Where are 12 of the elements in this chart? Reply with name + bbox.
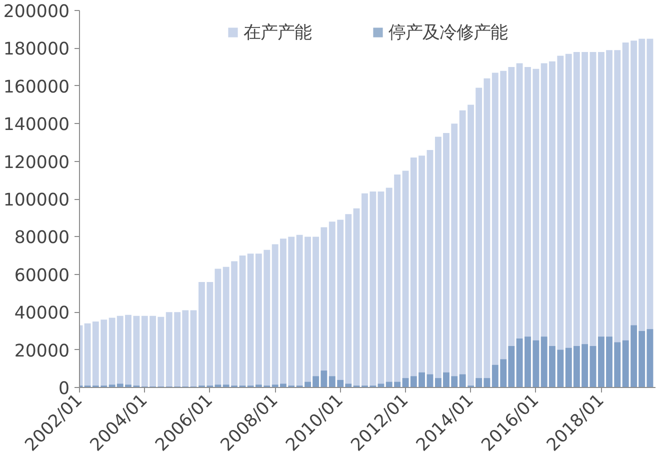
y-tick-label: 140000 (3, 115, 70, 136)
y-tick-label: 120000 (3, 152, 70, 173)
y-tick-label: 40000 (14, 304, 70, 324)
y-tick-label: 100000 (3, 190, 70, 210)
y-tick-label: 200000 (3, 2, 70, 22)
legend-label: 在产产能 (244, 22, 312, 44)
legend-label: 停产及冷修产能 (388, 22, 508, 44)
y-tick-label: 180000 (3, 40, 70, 60)
y-tick-label: 80000 (14, 228, 70, 248)
y-tick-label: 20000 (14, 341, 70, 362)
y-tick-label: 160000 (3, 77, 70, 98)
y-tick-label: 60000 (14, 266, 70, 286)
